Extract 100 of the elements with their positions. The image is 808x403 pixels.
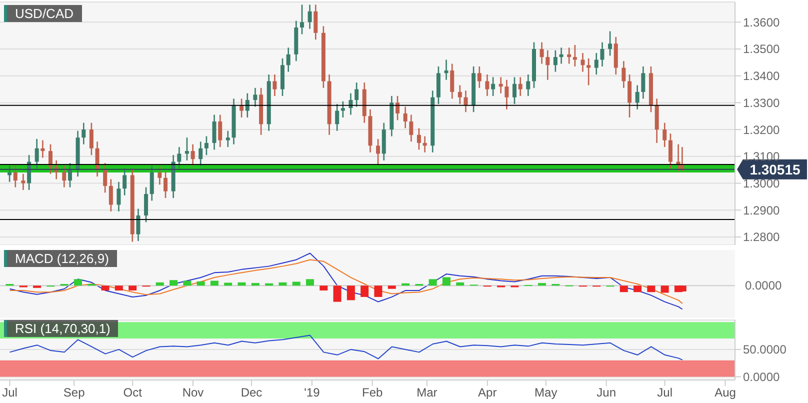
candlestick [668, 132, 672, 170]
line-series [9, 334, 683, 360]
bar [156, 282, 164, 286]
candlestick [108, 178, 113, 212]
x-tick-label: Jul [657, 386, 672, 400]
bar [196, 281, 205, 286]
candlestick [622, 60, 626, 89]
candlestick [608, 30, 612, 56]
candlestick [485, 74, 490, 97]
candlestick [218, 114, 222, 148]
bar [333, 286, 342, 302]
candlestick [409, 114, 414, 142]
candlestick [103, 162, 108, 194]
bar [320, 286, 328, 290]
candlestick [21, 173, 26, 191]
x-tick-label: Feb [362, 386, 384, 400]
candlestick [518, 76, 522, 97]
candlestick [553, 50, 558, 72]
y-tick-label: 1.3500 [743, 42, 780, 56]
y-tick-label: 1.3300 [743, 96, 780, 110]
bar [428, 279, 437, 286]
candlestick [253, 87, 258, 108]
candlestick [498, 76, 503, 94]
candlestick [226, 130, 230, 148]
candlestick [136, 208, 140, 242]
bar [224, 282, 232, 286]
bar [634, 286, 642, 292]
bar [101, 286, 110, 290]
candlestick [594, 52, 598, 76]
candlestick [450, 63, 454, 100]
bar [74, 279, 82, 286]
candlestick [422, 136, 427, 154]
candlestick [62, 165, 66, 188]
y-tick-label: 1.2800 [743, 230, 780, 244]
candlestick [600, 42, 604, 68]
bar [538, 283, 546, 286]
bar [210, 280, 218, 286]
candlestick [300, 4, 304, 35]
x-tick-label: Nov [182, 386, 204, 400]
candlestick [198, 140, 203, 166]
x-tick-label: Oct [123, 386, 143, 400]
ref-line-label: 1.30515 [750, 161, 801, 178]
candlestick [184, 136, 189, 162]
candlestick [272, 74, 277, 97]
y-tick-label: 1.3200 [743, 122, 780, 137]
bar [360, 286, 369, 297]
candlestick [416, 128, 421, 150]
candlestick [526, 74, 530, 97]
x-tick-label: Sep [63, 386, 86, 400]
y-tick-label: 1.3000 [743, 176, 780, 191]
candlestick [546, 50, 550, 81]
candlestick [48, 144, 52, 174]
bar [292, 282, 300, 286]
candlestick [150, 165, 154, 202]
candlestick [204, 136, 208, 156]
candlestick [95, 140, 100, 178]
candlestick [396, 95, 400, 121]
candlestick [144, 186, 148, 223]
candlestick [40, 140, 45, 158]
candlestick [13, 165, 18, 188]
candlestick [580, 52, 585, 72]
candlestick [635, 84, 640, 110]
candlestick [444, 59, 448, 81]
candlestick [308, 4, 312, 30]
candlestick [512, 76, 516, 105]
candlestick [314, 4, 318, 40]
bar [456, 282, 464, 286]
bar [183, 280, 192, 286]
y-tick-label: 1.2900 [743, 203, 780, 218]
x-tick-label: Aug [714, 386, 736, 400]
bar [251, 283, 260, 286]
bar [647, 286, 656, 292]
candlestick [286, 46, 290, 72]
y-tick-label: 1.3600 [743, 15, 780, 30]
bar [660, 286, 669, 293]
candlestick [164, 170, 168, 199]
candlestick [335, 103, 340, 132]
bar [238, 282, 246, 286]
candlestick [8, 165, 12, 183]
candlestick [177, 146, 182, 170]
x-tick-label: Jul [2, 386, 18, 400]
x-tick-label: Apr [478, 386, 497, 400]
x-tick-label: Dec [240, 386, 262, 400]
candlestick [122, 168, 127, 196]
candlestick [572, 44, 577, 68]
candlestick [116, 181, 121, 212]
bar [306, 279, 314, 286]
candlestick [586, 58, 591, 86]
candlestick [458, 84, 462, 105]
candlestick [464, 90, 468, 113]
candlestick [540, 42, 544, 64]
candlestick [354, 82, 359, 108]
candlestick [628, 74, 632, 118]
bar [278, 282, 287, 286]
candlestick [662, 122, 667, 148]
bar [374, 286, 382, 297]
bar [170, 280, 178, 286]
bar [442, 277, 450, 286]
bar [114, 286, 123, 290]
candlestick [376, 138, 380, 166]
